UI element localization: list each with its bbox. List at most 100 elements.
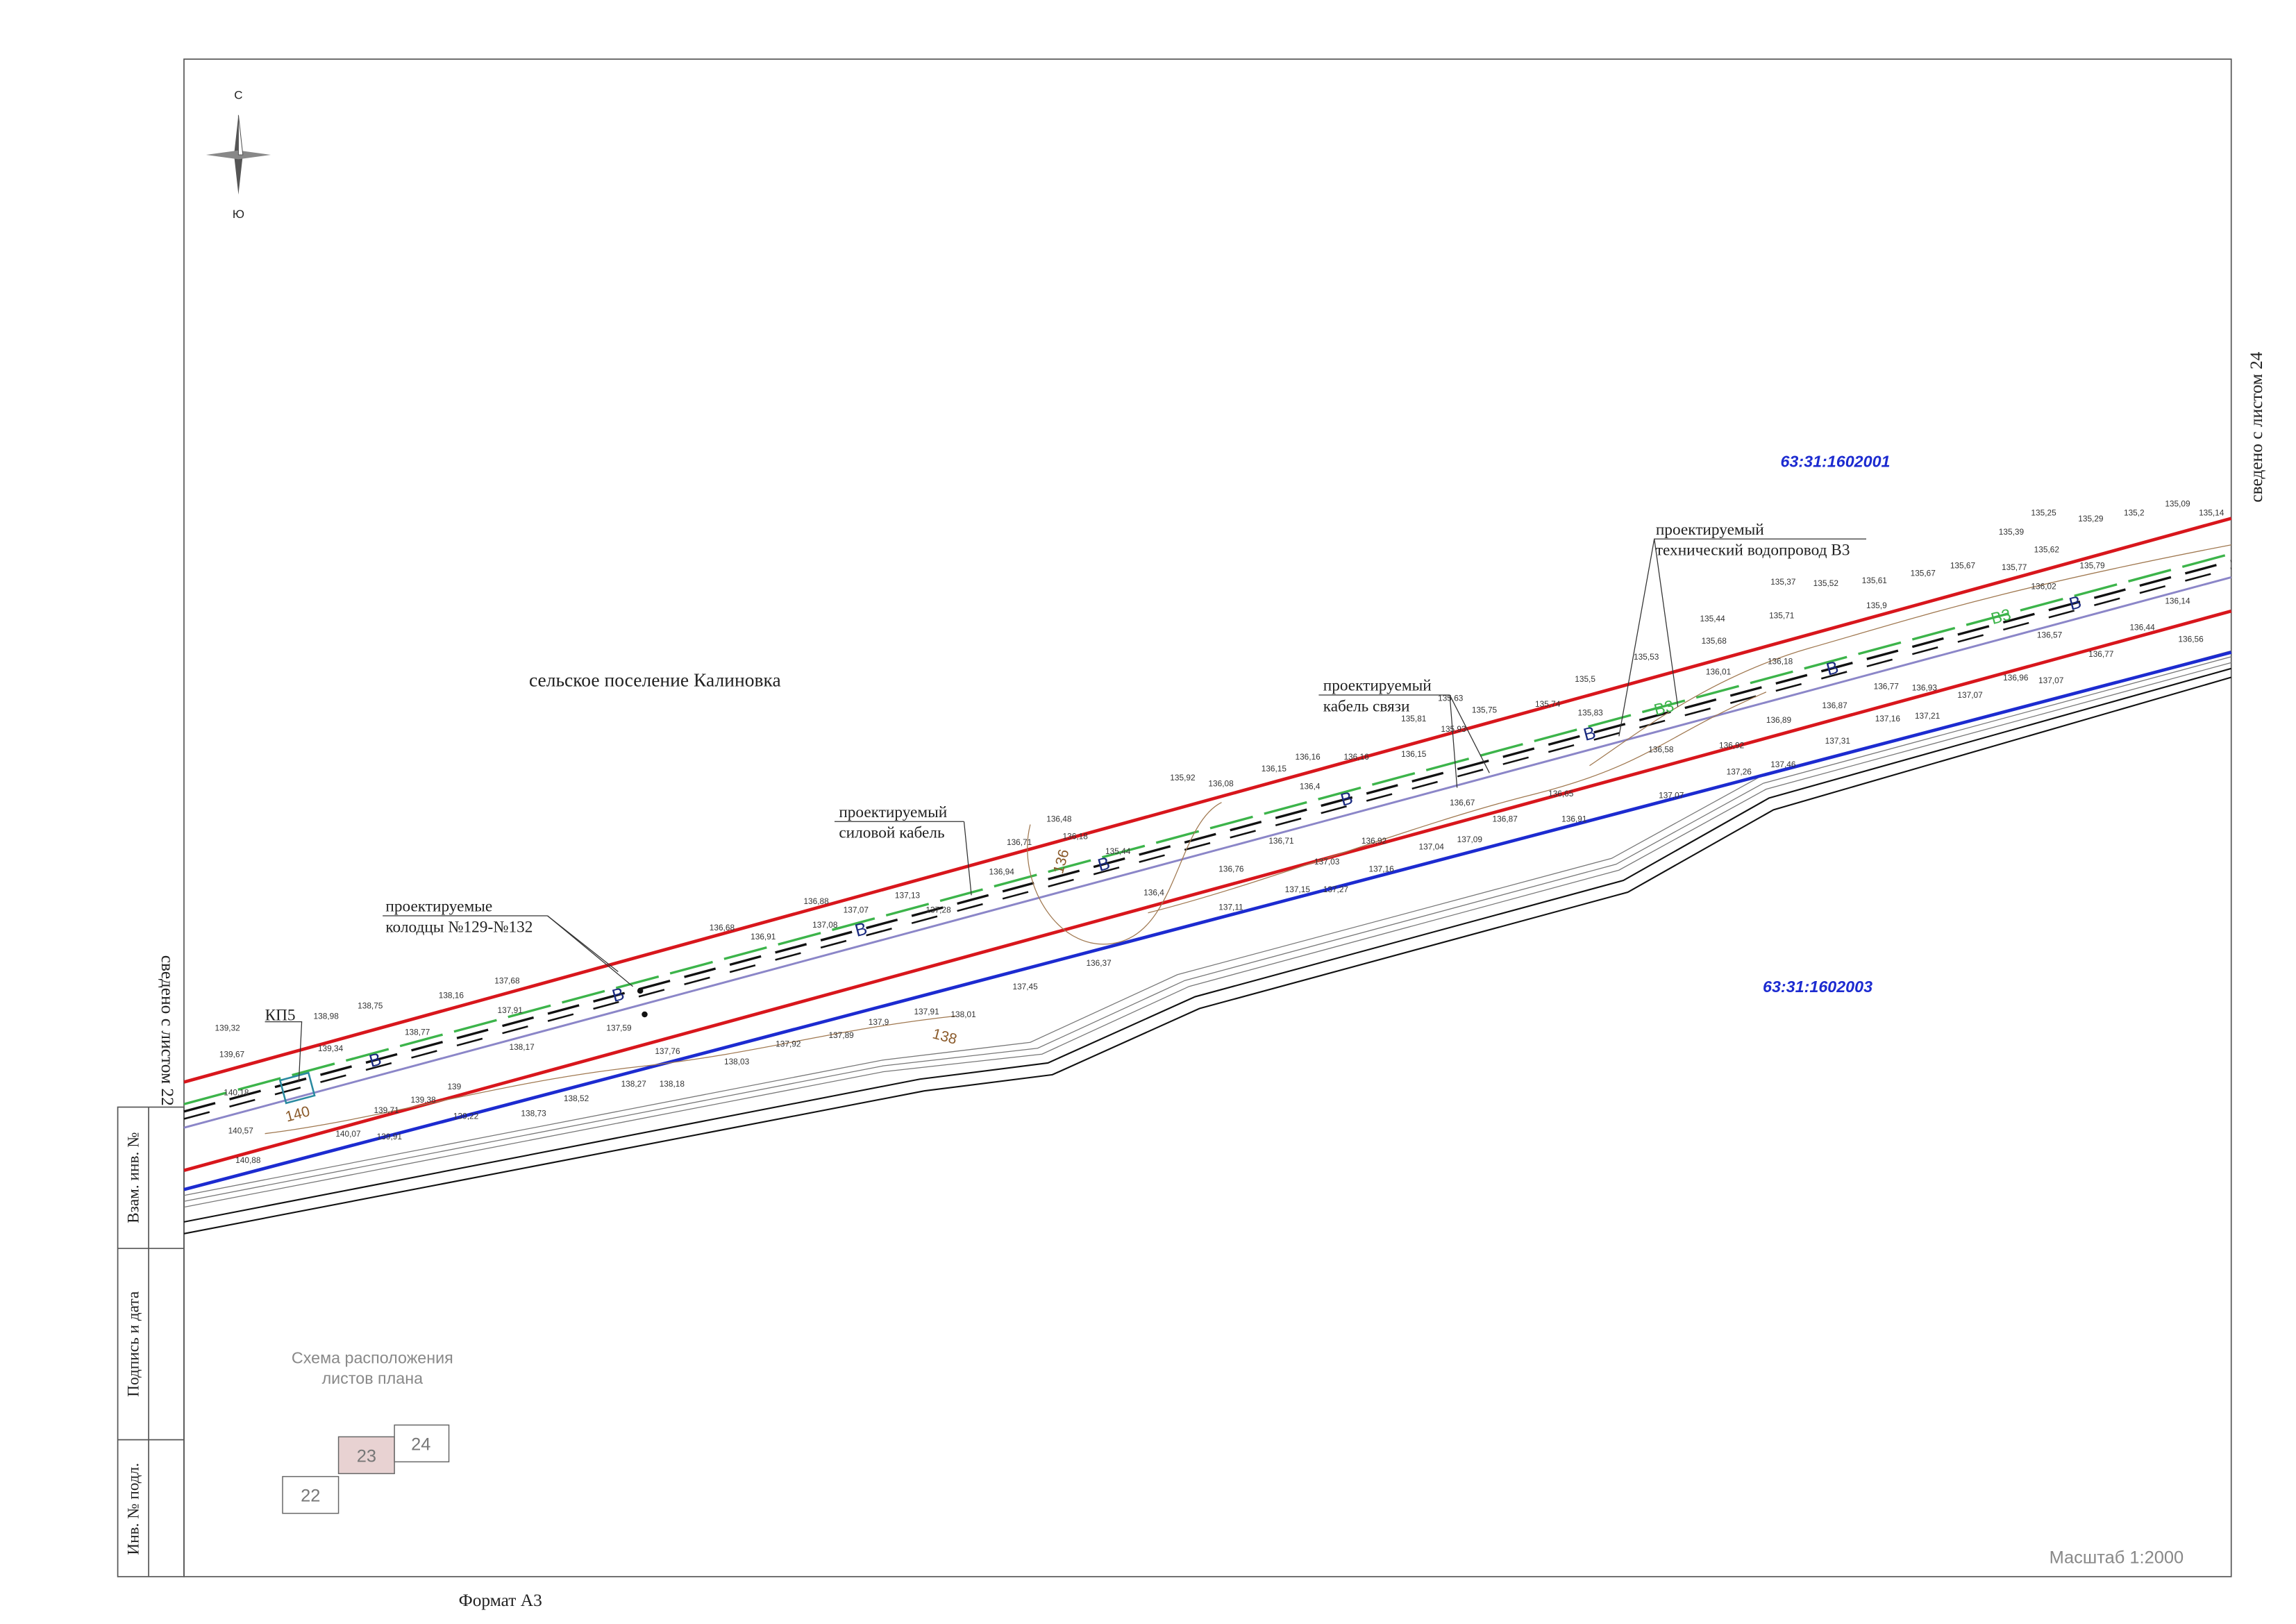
well xyxy=(637,987,644,994)
spot-elevation: 137,07 xyxy=(844,905,869,915)
spot-elevation: 139,22 xyxy=(453,1111,478,1121)
line-marker: В xyxy=(610,984,627,1005)
spot-elevation: 135,71 xyxy=(1769,611,1795,621)
spot-elevation: 136,91 xyxy=(1561,814,1587,823)
spot-elevation: 136,89 xyxy=(1766,715,1792,725)
spot-elevation: 135,61 xyxy=(1862,576,1888,585)
spot-elevation: 136,08 xyxy=(1208,778,1234,788)
callout: силовой кабель xyxy=(839,824,944,842)
spot-elevation: 137,07 xyxy=(1957,690,1982,700)
line-marker: В xyxy=(1582,723,1598,744)
spot-elevation: 136,58 xyxy=(1648,745,1674,755)
spot-elevation: 138,98 xyxy=(314,1011,340,1021)
scale-label: Масштаб 1:2000 xyxy=(2050,1548,2184,1568)
spot-elevation: 135,44 xyxy=(1105,846,1131,856)
spot-elevation: 136,4 xyxy=(1300,782,1321,792)
kp-label: КП5 xyxy=(265,1006,296,1024)
spot-elevation: 136,14 xyxy=(2165,596,2190,606)
contours xyxy=(265,544,2231,1135)
red-line xyxy=(183,517,2232,1084)
spot-elevation: 139 xyxy=(447,1082,461,1091)
line-marker: В xyxy=(2067,592,2084,614)
spot-elevation: 137,68 xyxy=(494,976,520,985)
spot-elevation: 138,52 xyxy=(564,1094,589,1103)
callout: проектируемый xyxy=(1656,521,1764,539)
spot-elevation: 137,76 xyxy=(655,1046,680,1056)
spot-elevation: 136,44 xyxy=(2129,623,2155,633)
spot-elevation: 140,07 xyxy=(335,1129,360,1139)
kp-well xyxy=(278,1071,316,1105)
callout: технический водопровод В3 xyxy=(1656,542,1850,560)
spot-elevation: 135,74 xyxy=(1535,699,1561,709)
spot-elevation: 136,65 xyxy=(1548,789,1574,798)
spot-elevation: 136,94 xyxy=(989,867,1015,877)
spot-elevation: 135,09 xyxy=(2165,499,2190,509)
spot-elevation: 139,32 xyxy=(215,1023,240,1032)
comm-cable xyxy=(183,567,2232,1120)
spot-elevation: 137,89 xyxy=(828,1030,854,1040)
spot-elevation: 139,91 xyxy=(377,1132,403,1141)
sheet-box xyxy=(394,1424,450,1463)
sheet-number: 24 xyxy=(411,1434,430,1454)
join-label: сведено с листом 24 xyxy=(2246,351,2266,502)
spot-elevation: 137,27 xyxy=(1323,885,1348,894)
spot-elevation: 138,03 xyxy=(724,1057,750,1066)
spot-elevation: 137,07 xyxy=(1659,790,1684,800)
spot-elevation: 136,92 xyxy=(1719,740,1744,750)
settlement-label: сельское поселение Калиновка xyxy=(529,669,781,690)
callout: кабель связи xyxy=(1323,697,1410,715)
spot-elevation: 137,13 xyxy=(895,891,921,901)
spot-elevation: 136,16 xyxy=(1295,752,1321,762)
spot-elevation: 135,67 xyxy=(1950,561,1975,571)
north-label: С xyxy=(234,88,242,101)
spot-elevation: 137,9 xyxy=(869,1017,889,1027)
spot-elevation: 135,37 xyxy=(1770,577,1795,587)
red-line xyxy=(183,609,2232,1172)
spot-elevation: 138,73 xyxy=(521,1108,546,1118)
spot-elevation: 137,11 xyxy=(1218,902,1243,912)
spot-elevation: 137,03 xyxy=(1314,857,1340,867)
spot-elevation: 136,16 xyxy=(1343,752,1369,762)
callout: проектируемые xyxy=(385,898,492,916)
spot-elevation: 135,14 xyxy=(2199,508,2224,517)
parcel-number: 63:31:1602001 xyxy=(1780,452,1890,470)
frame xyxy=(183,58,2232,1577)
spot-elevation: 139,67 xyxy=(219,1049,244,1059)
spot-elevation: 135,77 xyxy=(2002,562,2027,572)
spot-elevation: 137,59 xyxy=(606,1023,632,1032)
spot-elevation: 135,81 xyxy=(1401,714,1427,723)
spot-elevation: 136,02 xyxy=(2031,581,2056,591)
spot-elevation: 136,77 xyxy=(2088,649,2113,659)
spot-elevation: 136,68 xyxy=(710,923,735,932)
spot-elevation: 135,2 xyxy=(2124,508,2145,517)
spot-elevation: 135,52 xyxy=(1813,578,1838,588)
spot-elevation: 135,25 xyxy=(2031,508,2056,517)
spot-elevation: 137,26 xyxy=(1727,767,1752,776)
spot-elevation: 138,75 xyxy=(358,1001,383,1011)
callout: проектируемый xyxy=(1323,677,1432,695)
stamp-label: Инв. № подл. xyxy=(124,1463,142,1555)
spot-elevation: 135,53 xyxy=(1634,652,1659,662)
power-cable xyxy=(183,552,2232,1105)
spot-elevation: 136,87 xyxy=(1493,814,1518,823)
spot-elevation: 136,01 xyxy=(1706,667,1732,676)
spot-elevation: 137,45 xyxy=(1012,982,1038,991)
spot-elevation: 136,18 xyxy=(1768,656,1793,666)
comm-line xyxy=(183,576,2232,1129)
spot-elevation: 136,48 xyxy=(1046,814,1072,823)
spot-elevation: 138,16 xyxy=(439,991,464,1001)
spot-elevation: 135,29 xyxy=(2078,514,2104,524)
spot-elevation: 135,44 xyxy=(1700,614,1725,623)
format-label: Формат А3 xyxy=(459,1590,542,1610)
scheme-title: листов плана xyxy=(322,1369,424,1387)
spot-elevation: 137,21 xyxy=(1915,711,1941,721)
spot-elevation: 135,9 xyxy=(1866,601,1887,610)
spot-elevation: 138,01 xyxy=(950,1010,976,1019)
spot-elevation: 135,68 xyxy=(1702,636,1727,646)
spot-elevation: 136,96 xyxy=(2003,673,2029,683)
spot-elevation: 135,63 xyxy=(1438,693,1464,703)
scheme-title: Схема расположения xyxy=(292,1348,453,1366)
spot-elevation: 136,57 xyxy=(2037,630,2062,639)
